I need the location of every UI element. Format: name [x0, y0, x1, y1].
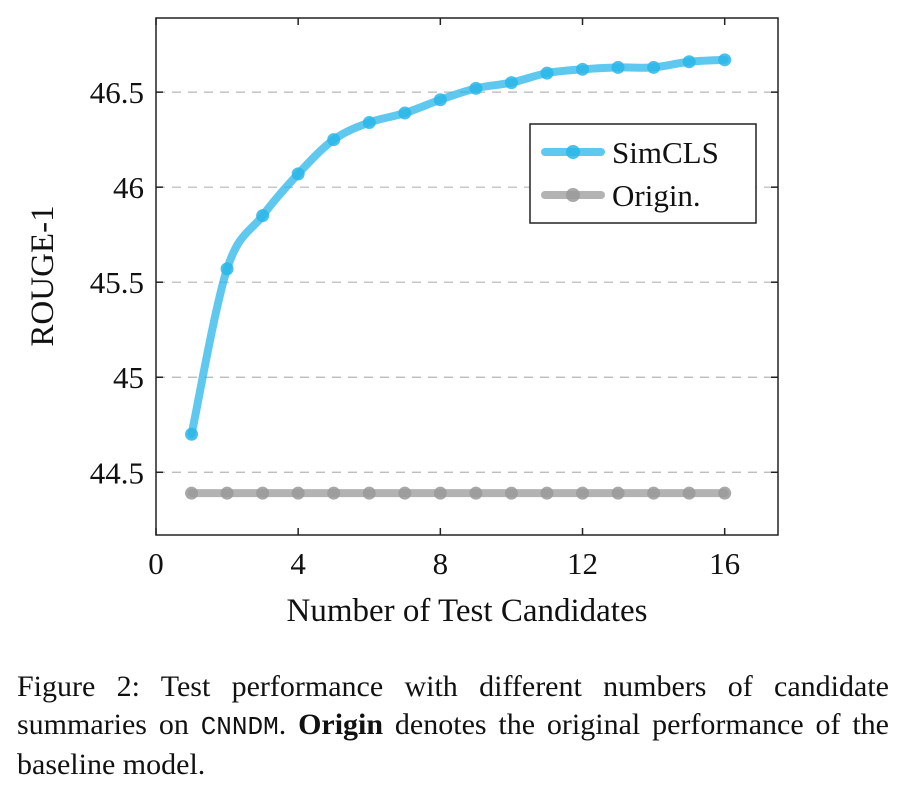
data-point-origin: [469, 486, 483, 500]
y-axis-label: ROUGE-1: [25, 205, 61, 346]
data-point-simcls: [220, 262, 234, 276]
x-tick-label: 16: [709, 546, 740, 581]
legend-box: [529, 123, 757, 224]
caption-label: Figure 2:: [17, 670, 140, 703]
data-point-simcls: [433, 93, 447, 107]
y-tick-label: 46: [113, 170, 144, 205]
data-point-simcls: [611, 60, 625, 74]
data-point-origin: [327, 486, 341, 500]
data-point-simcls: [647, 60, 661, 74]
y-tick-label: 46.5: [90, 75, 144, 110]
data-point-origin: [398, 486, 412, 500]
data-point-simcls: [682, 55, 696, 69]
legend-label-simcls: SimCLS: [612, 135, 719, 170]
data-point-simcls: [256, 209, 270, 223]
data-point-origin: [185, 486, 199, 500]
caption-text-1: Test performance with different numbers …: [17, 670, 889, 741]
data-point-simcls: [504, 76, 518, 90]
y-tick-label: 44.5: [90, 455, 144, 490]
data-point-origin: [682, 486, 696, 500]
x-tick-label: 12: [567, 546, 598, 581]
data-point-simcls: [398, 106, 412, 120]
legend: SimCLS Origin.: [529, 123, 757, 224]
x-axis-label: Number of Test Candidates: [287, 593, 648, 629]
data-point-origin: [540, 486, 554, 500]
data-point-origin: [504, 486, 518, 500]
data-point-simcls: [185, 427, 199, 441]
figure-caption: Figure 2: Test performance with differen…: [17, 668, 889, 784]
data-point-simcls: [540, 66, 554, 80]
data-point-origin: [220, 486, 234, 500]
line-chart: 44.5 45 45.5 46 46.5 0 4 8 12 16 Number of Test C…: [25, 17, 779, 629]
x-tick-label: 8: [433, 546, 449, 581]
data-point-origin: [576, 486, 590, 500]
caption-text-2: .: [278, 708, 299, 741]
x-tick-label: 4: [290, 546, 306, 581]
data-point-simcls: [718, 53, 732, 67]
caption-bold-origin: Origin: [298, 708, 384, 741]
data-point-simcls: [327, 133, 341, 147]
data-point-origin: [647, 486, 661, 500]
series-line-simcls: [187, 55, 729, 439]
caption-text-3: denotes the original performance of the …: [17, 708, 890, 781]
caption-dataset: CNNDM: [200, 712, 279, 742]
data-point-origin: [362, 486, 376, 500]
axis-ticks: 44.5 45 45.5 46 46.5 0 4 8 12 16: [90, 18, 778, 581]
legend-swatch-simcls-marker: [566, 145, 580, 159]
series-group: [185, 53, 732, 500]
data-point-origin: [433, 486, 447, 500]
data-point-origin: [291, 486, 305, 500]
data-point-simcls: [362, 116, 376, 130]
data-point-origin: [718, 486, 732, 500]
data-point-origin: [611, 486, 625, 500]
plot-frame: [155, 17, 779, 536]
data-point-simcls: [576, 62, 590, 76]
legend-label-origin: Origin.: [612, 178, 701, 213]
y-tick-label: 45.5: [90, 265, 144, 300]
data-point-simcls: [291, 167, 305, 181]
y-tick-label: 45: [113, 360, 144, 395]
data-point-origin: [256, 486, 270, 500]
legend-swatch-origin-marker: [566, 188, 580, 202]
x-tick-label: 0: [148, 546, 164, 581]
data-point-simcls: [469, 81, 483, 95]
